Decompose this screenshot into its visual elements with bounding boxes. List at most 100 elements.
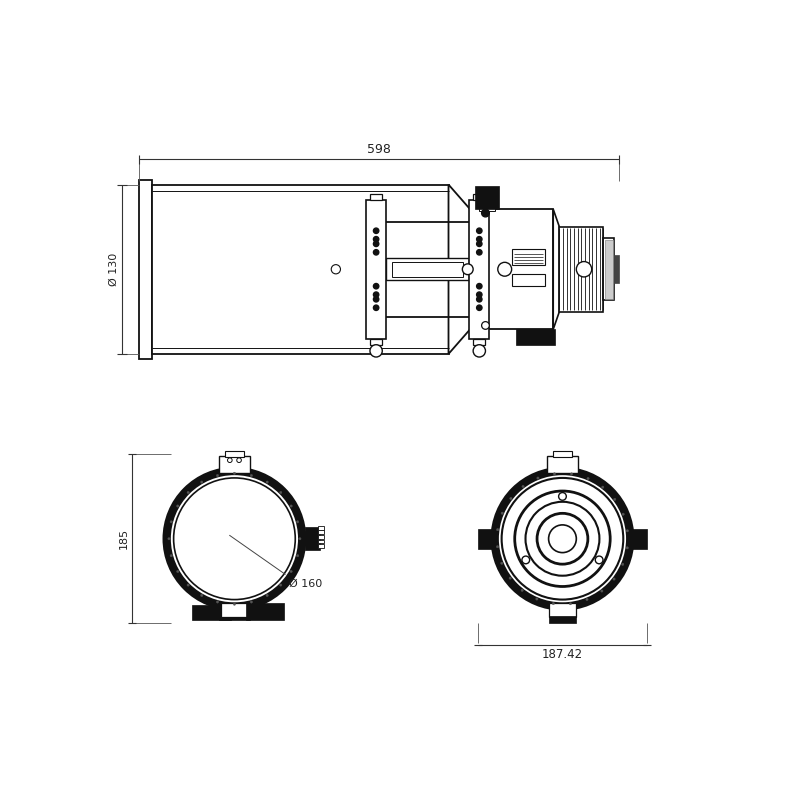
Bar — [513, 274, 545, 286]
Circle shape — [514, 491, 610, 586]
Circle shape — [168, 538, 170, 540]
Circle shape — [298, 538, 301, 540]
Bar — [152, 185, 449, 354]
Bar — [630, 529, 647, 549]
Bar — [475, 186, 498, 209]
Circle shape — [374, 237, 379, 242]
Circle shape — [177, 505, 179, 507]
Circle shape — [279, 584, 282, 586]
Circle shape — [622, 513, 624, 515]
Circle shape — [570, 602, 571, 605]
Circle shape — [477, 250, 482, 255]
Bar — [478, 529, 494, 549]
Circle shape — [374, 305, 379, 310]
Circle shape — [234, 603, 235, 606]
Bar — [318, 539, 324, 543]
Circle shape — [374, 292, 379, 298]
Bar — [219, 456, 250, 474]
Bar — [470, 209, 554, 330]
Bar — [305, 527, 320, 550]
Bar — [318, 526, 324, 530]
Bar — [516, 330, 554, 345]
Bar — [139, 180, 152, 358]
Circle shape — [462, 264, 473, 274]
Circle shape — [374, 228, 379, 234]
Circle shape — [250, 474, 253, 477]
Bar — [549, 603, 576, 618]
Circle shape — [537, 477, 539, 479]
Circle shape — [536, 598, 538, 600]
Bar — [226, 451, 244, 457]
Circle shape — [279, 491, 282, 494]
Bar — [392, 262, 463, 277]
Circle shape — [613, 578, 615, 580]
Circle shape — [266, 481, 268, 483]
Circle shape — [201, 594, 203, 597]
Bar — [318, 535, 324, 538]
Circle shape — [601, 590, 603, 592]
Circle shape — [587, 478, 589, 480]
Circle shape — [586, 598, 588, 601]
Circle shape — [477, 305, 482, 310]
Circle shape — [477, 292, 482, 298]
Circle shape — [501, 512, 503, 514]
Text: 185: 185 — [119, 528, 129, 550]
Circle shape — [374, 283, 379, 289]
Circle shape — [496, 546, 498, 548]
Bar — [386, 258, 470, 280]
Circle shape — [477, 228, 482, 234]
Circle shape — [170, 521, 172, 523]
Circle shape — [526, 502, 599, 576]
Bar — [370, 194, 382, 200]
Circle shape — [216, 474, 218, 477]
Text: Ø 160: Ø 160 — [290, 578, 322, 588]
Circle shape — [297, 521, 299, 523]
Circle shape — [174, 478, 295, 599]
Circle shape — [477, 237, 482, 242]
Circle shape — [477, 241, 482, 246]
Text: 598: 598 — [367, 143, 390, 156]
Circle shape — [626, 530, 629, 532]
Polygon shape — [554, 209, 559, 330]
Circle shape — [570, 473, 573, 475]
Circle shape — [297, 554, 299, 557]
Circle shape — [595, 556, 603, 564]
Circle shape — [558, 493, 566, 500]
Circle shape — [187, 491, 190, 494]
Circle shape — [227, 458, 232, 462]
Text: 187.42: 187.42 — [542, 648, 583, 661]
Circle shape — [502, 478, 623, 599]
Bar — [549, 616, 576, 623]
Bar — [554, 451, 572, 457]
Circle shape — [494, 471, 630, 606]
Circle shape — [498, 262, 512, 276]
Circle shape — [473, 345, 486, 357]
Circle shape — [374, 241, 379, 246]
Circle shape — [290, 505, 292, 507]
Circle shape — [602, 486, 604, 488]
Bar — [370, 338, 382, 345]
Circle shape — [482, 209, 490, 217]
Bar — [559, 227, 603, 311]
Bar — [547, 456, 578, 474]
Circle shape — [201, 481, 203, 483]
Bar — [473, 338, 486, 345]
Circle shape — [510, 498, 512, 500]
Circle shape — [266, 594, 268, 597]
Circle shape — [216, 601, 218, 603]
Bar — [366, 200, 386, 338]
Circle shape — [250, 601, 253, 603]
Circle shape — [497, 529, 499, 530]
Circle shape — [552, 602, 554, 605]
Text: Ø 130: Ø 130 — [109, 253, 119, 286]
Bar — [221, 603, 248, 618]
Bar — [513, 250, 545, 265]
Circle shape — [482, 322, 490, 330]
Circle shape — [501, 562, 503, 565]
Circle shape — [477, 297, 482, 302]
Circle shape — [166, 471, 302, 606]
Bar — [470, 200, 490, 338]
Circle shape — [187, 584, 190, 586]
Bar — [219, 605, 250, 620]
Circle shape — [170, 554, 172, 557]
